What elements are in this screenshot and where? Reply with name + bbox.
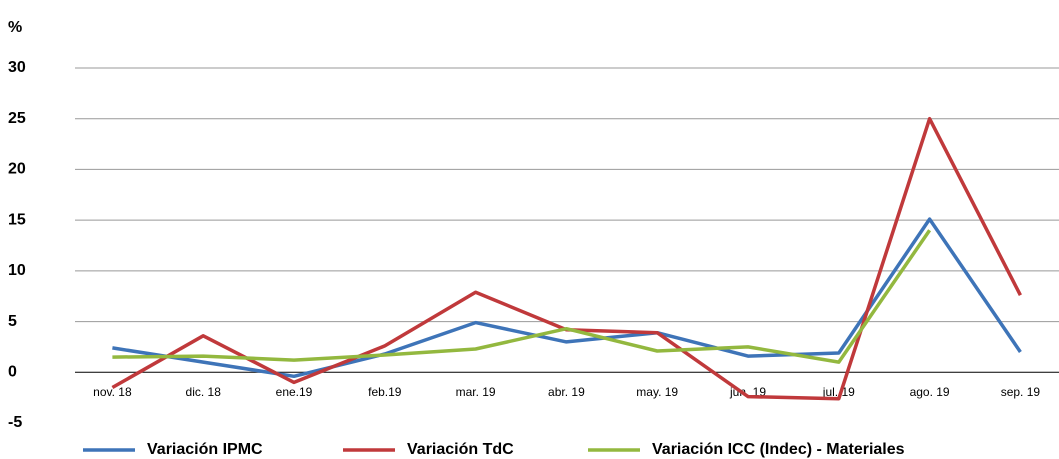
x-tick-label: nov. 18 — [93, 385, 132, 399]
y-tick-label: 10 — [8, 262, 26, 279]
y-tick-label: 20 — [8, 161, 26, 178]
y-tick-label: 25 — [8, 110, 26, 127]
x-tick-label: mar. 19 — [456, 385, 496, 399]
x-tick-label: ene.19 — [276, 385, 313, 399]
y-tick-label: 30 — [8, 59, 26, 76]
y-tick-label: 5 — [8, 313, 17, 330]
legend-label: Variación TdC — [407, 441, 514, 458]
y-tick-label: 0 — [8, 364, 17, 381]
series-line — [112, 229, 932, 364]
x-tick-label: may. 19 — [636, 385, 678, 399]
x-tick-label: sep. 19 — [1001, 385, 1041, 399]
x-tick-label: abr. 19 — [548, 385, 585, 399]
legend-label: Variación ICC (Indec) - Materiales — [652, 441, 905, 458]
y-axis-label: % — [8, 19, 22, 36]
y-tick-label: -5 — [8, 414, 22, 431]
legend-label: Variación IPMC — [147, 441, 263, 458]
x-tick-label: jul. 19 — [822, 385, 855, 399]
x-tick-label: dic. 18 — [186, 385, 222, 399]
x-tick-label: ago. 19 — [910, 385, 950, 399]
x-tick-label: feb.19 — [368, 385, 402, 399]
y-tick-label: 15 — [8, 211, 26, 228]
